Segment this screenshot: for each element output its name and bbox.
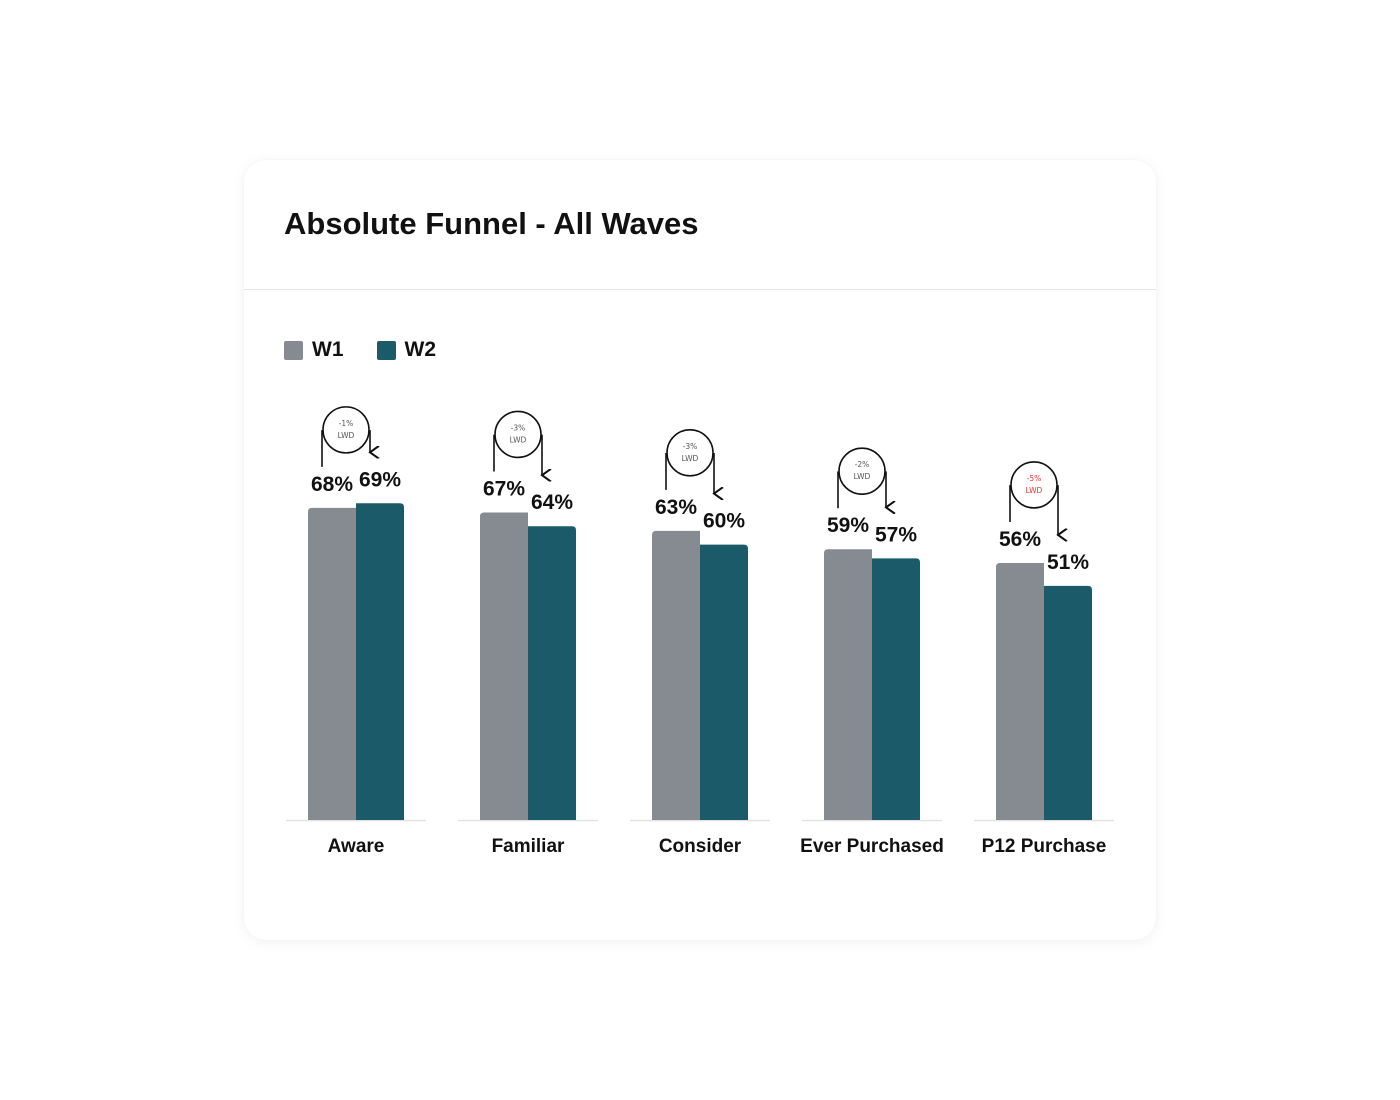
bar-w1-familiar xyxy=(480,512,528,820)
chart-title: Absolute Funnel - All Waves xyxy=(284,206,699,241)
delta-label-consider: LWD xyxy=(682,454,699,463)
bar-w2-ever-purchased xyxy=(872,558,920,820)
legend-item-w2[interactable]: W2 xyxy=(376,338,437,362)
bar-w2-aware xyxy=(356,503,404,820)
category-label-aware: Aware xyxy=(328,836,385,857)
bar-w2-p12-purchase xyxy=(1044,585,1092,820)
legend-item-w1[interactable]: W1 xyxy=(284,338,344,362)
data-label-w1-consider: 63% xyxy=(655,496,697,519)
legend: W1 W2 xyxy=(284,338,436,362)
data-label-w2-familiar: 64% xyxy=(531,491,573,514)
data-label-w1-p12-purchase: 56% xyxy=(999,528,1041,551)
title-divider xyxy=(244,289,1156,290)
delta-value-aware: -1% xyxy=(339,419,354,428)
data-label-w1-familiar: 67% xyxy=(483,477,525,500)
chart-card: Absolute Funnel - All Waves W1 W2 68% 69%… xyxy=(244,160,1156,940)
category-label-p12-purchase: P12 Purchase xyxy=(982,836,1107,857)
bar-w2-consider xyxy=(700,544,748,820)
bar-w2-familiar xyxy=(528,526,576,820)
delta-value-ever-purchased: -2% xyxy=(855,460,870,469)
legend-swatch-w1 xyxy=(284,340,303,360)
delta-bubble-familiar xyxy=(494,410,542,459)
data-label-w2-ever-purchased: 57% xyxy=(875,523,917,546)
delta-bubble-p12-purchase xyxy=(1010,461,1058,509)
bar-w1-consider xyxy=(652,530,700,820)
delta-label-ever-purchased: LWD xyxy=(854,472,871,481)
delta-bubble-consider xyxy=(666,429,714,477)
legend-label-w2: W2 xyxy=(404,338,437,361)
category-label-ever-purchased: Ever Purchased xyxy=(800,836,944,857)
delta-value-p12-purchase: -5% xyxy=(1027,474,1042,483)
data-label-w2-p12-purchase: 51% xyxy=(1047,551,1089,574)
delta-value-consider: -3% xyxy=(683,442,698,451)
bar-chart: 68% 69% -1% LWD Aware 67% 64% -3% LWD Familiar 63%… xyxy=(286,406,1114,857)
bar-w1-aware xyxy=(308,507,356,820)
delta-bubble-ever-purchased xyxy=(838,447,886,495)
data-label-w1-ever-purchased: 59% xyxy=(827,514,869,537)
bar-w1-ever-purchased xyxy=(824,549,872,820)
legend-swatch-w2 xyxy=(376,340,396,360)
legend-label-w1: W1 xyxy=(312,338,344,361)
data-label-w2-aware: 69% xyxy=(359,468,401,491)
delta-value-familiar: -3% xyxy=(511,423,526,432)
data-label-w1-aware: 68% xyxy=(311,473,353,496)
category-label-consider: Consider xyxy=(659,836,742,857)
delta-bubble-aware xyxy=(322,406,370,454)
bar-w1-p12-purchase xyxy=(996,562,1044,820)
data-label-w2-consider: 60% xyxy=(703,510,745,533)
delta-label-aware: LWD xyxy=(338,431,355,440)
delta-label-p12-purchase: LWD xyxy=(1026,486,1043,495)
delta-label-familiar: LWD xyxy=(510,435,527,444)
category-label-familiar: Familiar xyxy=(492,836,565,857)
